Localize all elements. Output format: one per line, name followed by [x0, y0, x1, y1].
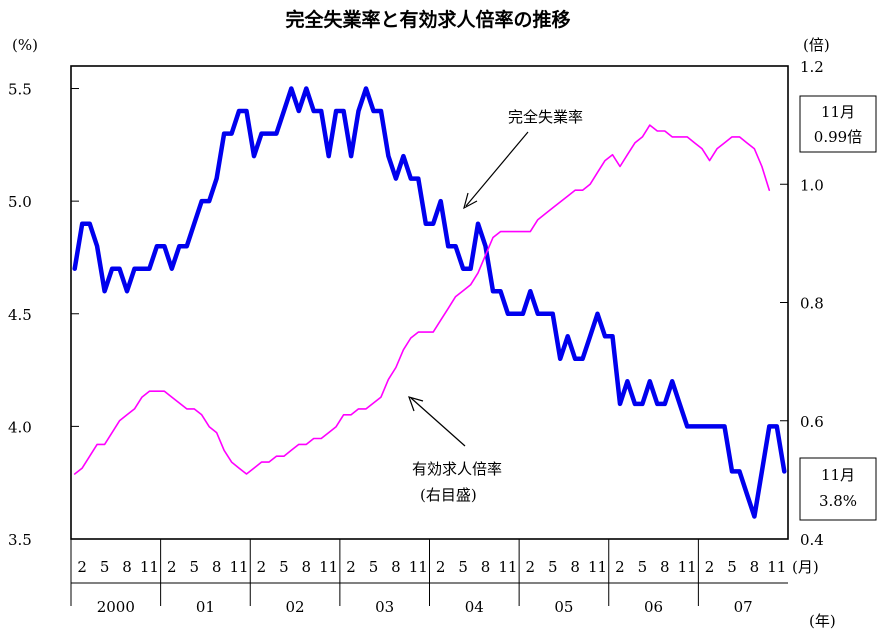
year-label: 01 [196, 598, 215, 616]
chart-title: 完全失業率と有効求人倍率の推移 [285, 8, 570, 31]
year-unit: (年) [809, 612, 836, 630]
month-label: 11 [409, 558, 428, 576]
right-tick-label: 0.4 [800, 531, 824, 549]
annotation-unemployment-label: 完全失業率 [508, 108, 583, 126]
callout-unemployment: 11月 3.8% [799, 457, 877, 521]
month-label: 5 [100, 558, 110, 576]
right-tick-label: 0.6 [800, 413, 824, 431]
year-label: 06 [644, 598, 663, 616]
unemployment-rate-line [72, 86, 787, 519]
year-label: 05 [554, 598, 573, 616]
annotation-job-ratio-sublabel: (右目盛) [420, 486, 477, 504]
month-label: 5 [189, 558, 199, 576]
month-label: 11 [230, 558, 249, 576]
left-tick-label: 5.0 [8, 193, 32, 211]
month-label: 2 [615, 558, 625, 576]
right-axis-ticks: 1.2 1.0 0.8 0.6 0.4 [780, 58, 824, 549]
annotation-job-ratio-arrow [408, 396, 466, 447]
left-tick-label: 4.0 [8, 418, 32, 436]
year-label: 2000 [97, 598, 135, 616]
month-label: 2 [436, 558, 446, 576]
month-label: 2 [77, 558, 87, 576]
month-label: 5 [548, 558, 558, 576]
annotation-job-ratio-label: 有効求人倍率 [412, 460, 502, 478]
month-label: 2 [167, 558, 177, 576]
month-label: 11 [678, 558, 697, 576]
month-label: 11 [767, 558, 786, 576]
month-label: 2 [526, 558, 536, 576]
month-unit: (月) [792, 558, 819, 576]
right-tick-label: 0.8 [800, 295, 824, 313]
month-label: 8 [212, 558, 222, 576]
month-label: 2 [257, 558, 267, 576]
month-label: 5 [727, 558, 737, 576]
left-axis-ticks: 5.5 5.0 4.5 4.0 3.5 [8, 81, 79, 549]
left-axis-unit: (%) [12, 36, 38, 54]
month-label: 11 [140, 558, 159, 576]
month-label: 2 [346, 558, 356, 576]
year-label: 07 [734, 598, 753, 616]
month-label: 8 [301, 558, 311, 576]
month-label: 5 [279, 558, 289, 576]
year-label: 03 [375, 598, 394, 616]
month-label: 8 [750, 558, 760, 576]
month-label: 5 [369, 558, 379, 576]
month-label: 8 [481, 558, 491, 576]
left-tick-label: 4.5 [8, 306, 32, 324]
callout-job-ratio: 11月 0.99倍 [799, 95, 877, 153]
callout-unemployment-month: 11月 [821, 466, 855, 484]
job-offers-ratio-line [73, 124, 771, 475]
month-label: 8 [122, 558, 132, 576]
callout-job-ratio-value: 0.99倍 [814, 128, 862, 146]
right-axis-unit: (倍) [803, 36, 830, 54]
left-tick-label: 5.5 [8, 81, 32, 99]
month-label: 5 [638, 558, 648, 576]
year-label: 02 [286, 598, 305, 616]
annotation-unemployment-arrow [463, 131, 529, 210]
month-label: 11 [498, 558, 517, 576]
callout-unemployment-value: 3.8% [819, 492, 857, 510]
month-label: 8 [391, 558, 401, 576]
month-label: 2 [705, 558, 715, 576]
month-label: 11 [319, 558, 338, 576]
month-label: 11 [588, 558, 607, 576]
left-tick-label: 3.5 [8, 531, 32, 549]
right-tick-label: 1.2 [800, 58, 824, 76]
month-label: 8 [570, 558, 580, 576]
right-tick-label: 1.0 [800, 176, 824, 194]
month-label: 8 [660, 558, 670, 576]
year-label: 04 [465, 598, 484, 616]
callout-job-ratio-month: 11月 [821, 103, 855, 121]
series-layer [72, 86, 787, 519]
month-label: 5 [458, 558, 468, 576]
